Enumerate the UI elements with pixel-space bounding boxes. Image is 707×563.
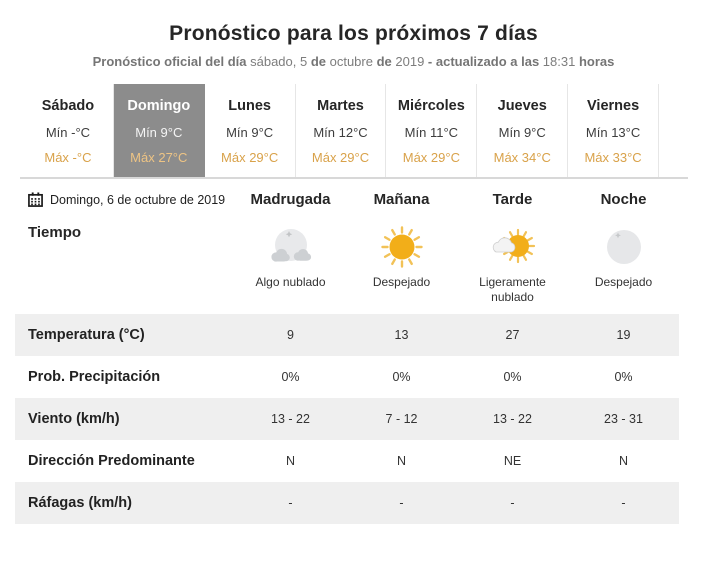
table-row-viento: Viento (km/h) 13 - 22 7 - 12 13 - 22 23 …	[15, 398, 679, 440]
row-label: Temperatura (°C)	[28, 327, 145, 343]
day-tab-miercoles[interactable]: Miércoles Mín 11°C Máx 29°C	[386, 84, 478, 177]
day-name: Sábado	[41, 98, 95, 114]
day-tab-domingo-selected[interactable]: Domingo Mín 9°C Máx 27°C	[113, 84, 205, 177]
subtitle-part: Pronóstico oficial del día	[92, 54, 247, 69]
selected-date-label: Domingo, 6 de octubre de 2019	[50, 192, 226, 207]
period-header-madrugada: Madrugada	[250, 191, 331, 208]
day-min-temp: Mín 9°C	[135, 125, 183, 140]
day-tab-lunes[interactable]: Lunes Mín 9°C Máx 29°C	[204, 84, 296, 177]
day-max-temp: Máx 29°C	[221, 150, 279, 165]
day-name: Lunes	[228, 98, 271, 114]
cell-value: N	[396, 454, 407, 468]
day-tab-jueves[interactable]: Jueves Mín 9°C Máx 34°C	[477, 84, 569, 177]
condition-label: Ligeramente nublado	[479, 275, 546, 304]
day-name: Martes	[317, 98, 364, 114]
day-name: Miércoles	[397, 98, 465, 114]
table-row-temperatura: Temperatura (°C) 9 13 27 19	[15, 314, 679, 356]
subtitle-part: 18:31	[539, 54, 579, 69]
subtitle-part: - actualizado a las	[427, 54, 540, 69]
day-min-temp: Mín 11°C	[404, 125, 459, 140]
day-max-temp: Máx 29°C	[402, 150, 460, 165]
cell-value: 13 - 22	[271, 412, 310, 426]
cell-value: 0%	[503, 370, 522, 384]
forecast-table: Temperatura (°C) 9 13 27 19 Prob. Precip…	[0, 314, 707, 524]
day-min-temp: Mín 13°C	[585, 125, 641, 140]
table-row-direccion: Dirección Predominante N N NE N	[15, 440, 679, 482]
day-name: Jueves	[497, 98, 547, 114]
row-label: Ráfagas (km/h)	[28, 495, 132, 511]
cell-value: 23 - 31	[604, 412, 643, 426]
day-max-temp: Máx 27°C	[130, 150, 188, 165]
moon-clouds-icon	[268, 224, 314, 270]
condition-madrugada: Algo nublado	[235, 224, 346, 305]
cell-value: 7 - 12	[385, 412, 418, 426]
subtitle-part: 2019	[391, 54, 428, 69]
page-subtitle: Pronóstico oficial del día sábado, 5 de …	[0, 54, 707, 69]
condition-label: Algo nublado	[255, 275, 326, 289]
calendar-icon	[28, 192, 43, 207]
cell-value: 9	[287, 328, 294, 342]
subtitle-part: octubre	[326, 54, 377, 69]
subtitle-part: horas	[578, 54, 615, 69]
cell-value: 0%	[614, 370, 633, 384]
day-min-temp: Mín 9°C	[498, 125, 546, 140]
day-tabs: Sábado Mín -°C Máx -°C Domingo Mín 9°C M…	[22, 84, 660, 177]
period-header-noche: Noche	[600, 191, 647, 208]
table-row-rafagas: Ráfagas (km/h) - - - -	[15, 482, 679, 524]
condition-label: Despejado	[594, 275, 653, 289]
cell-value: 13	[394, 328, 409, 342]
day-min-temp: Mín -°C	[45, 125, 91, 140]
date-and-periods-row: Domingo, 6 de octubre de 2019 Madrugada …	[15, 191, 679, 208]
row-label: Viento (km/h)	[28, 411, 120, 427]
day-max-temp: Máx -°C	[44, 150, 92, 165]
tabs-divider	[20, 177, 688, 179]
cell-value: -	[399, 496, 404, 510]
sun-icon	[379, 224, 425, 270]
cell-value: 13 - 22	[493, 412, 532, 426]
day-min-temp: Mín 9°C	[226, 125, 274, 140]
moon-icon	[601, 224, 647, 270]
day-min-temp: Mín 12°C	[313, 125, 368, 140]
cell-value: 27	[505, 328, 520, 342]
cell-value: -	[288, 496, 293, 510]
cell-value: -	[510, 496, 515, 510]
weather-conditions-row: Tiempo Algo nublado	[15, 224, 679, 305]
day-max-temp: Máx 33°C	[584, 150, 642, 165]
period-header-manana: Mañana	[373, 191, 430, 208]
day-tab-sabado[interactable]: Sábado Mín -°C Máx -°C	[22, 84, 114, 177]
row-label: Dirección Predominante	[28, 453, 195, 469]
day-name: Domingo	[127, 98, 191, 114]
cell-value: NE	[503, 454, 522, 468]
table-row-precipitacion: Prob. Precipitación 0% 0% 0% 0%	[15, 356, 679, 398]
day-tab-viernes[interactable]: Viernes Mín 13°C Máx 33°C	[568, 84, 660, 177]
condition-noche: Despejado	[568, 224, 679, 305]
cell-value: -	[621, 496, 626, 510]
cell-value: N	[285, 454, 296, 468]
page-title: Pronóstico para los próximos 7 días	[169, 22, 538, 45]
sun-cloud-icon	[490, 224, 536, 270]
day-tab-martes[interactable]: Martes Mín 12°C Máx 29°C	[295, 84, 387, 177]
selected-date: Domingo, 6 de octubre de 2019	[15, 192, 235, 207]
cell-value: 19	[616, 328, 631, 342]
condition-tarde: Ligeramente nublado	[457, 224, 568, 305]
condition-manana: Despejado	[346, 224, 457, 305]
subtitle-part: de	[310, 54, 326, 69]
cell-value: N	[618, 454, 629, 468]
cell-value: 0%	[392, 370, 411, 384]
period-header-tarde: Tarde	[492, 191, 533, 208]
subtitle-part: sábado, 5	[246, 54, 311, 69]
day-name: Viernes	[587, 98, 640, 114]
weather-row-label: Tiempo	[28, 224, 82, 241]
subtitle-part: de	[376, 54, 392, 69]
row-label: Prob. Precipitación	[28, 369, 161, 385]
day-max-temp: Máx 29°C	[311, 150, 370, 165]
cell-value: 0%	[281, 370, 300, 384]
condition-label: Despejado	[372, 275, 431, 289]
day-max-temp: Máx 34°C	[493, 150, 551, 165]
